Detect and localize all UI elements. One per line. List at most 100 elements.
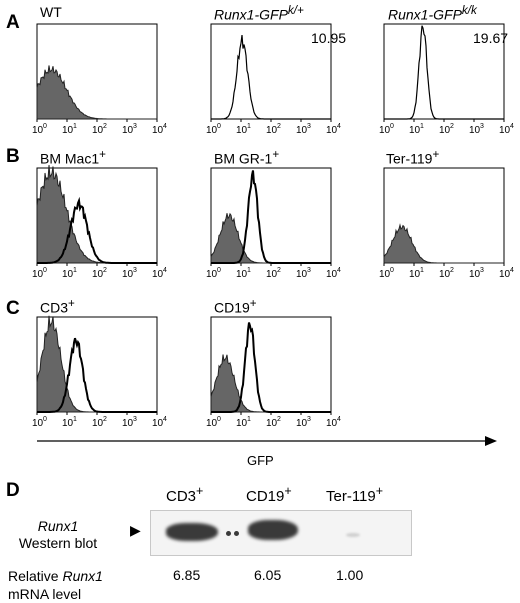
x-tick-exponent: 4 bbox=[510, 123, 514, 130]
western-blot-image bbox=[150, 510, 412, 556]
band-ter119 bbox=[346, 533, 360, 537]
x-tick-exponent: 0 bbox=[43, 267, 47, 274]
x-tick-exponent: 3 bbox=[480, 267, 484, 274]
x-tick-exponent: 3 bbox=[307, 416, 311, 423]
x-tick-label: 10 bbox=[32, 125, 44, 136]
x-tick-exponent: 2 bbox=[103, 123, 107, 130]
x-tick-exponent: 2 bbox=[277, 416, 281, 423]
x-tick-label: 10 bbox=[469, 125, 481, 136]
x-tick-exponent: 0 bbox=[217, 123, 221, 130]
histogram-frame bbox=[383, 23, 505, 120]
x-tick-exponent: 0 bbox=[390, 267, 394, 274]
panel-label-a: A bbox=[6, 12, 20, 33]
x-tick-exponent: 3 bbox=[133, 267, 137, 274]
x-tick-exponent: 3 bbox=[307, 267, 311, 274]
title-wt: WT bbox=[40, 4, 62, 20]
x-tick-exponent: 2 bbox=[450, 123, 454, 130]
value-ki-het: 10.95 bbox=[311, 30, 347, 46]
x-tick-label: 10 bbox=[266, 125, 278, 136]
filled-histogram-curve bbox=[36, 165, 157, 264]
mrna-value-ter119: 1.00 bbox=[336, 567, 364, 583]
x-tick-label: 10 bbox=[236, 269, 248, 280]
x-tick-exponent: 1 bbox=[73, 123, 77, 130]
x-tick-label: 10 bbox=[206, 125, 218, 136]
x-tick-label: 10 bbox=[409, 125, 421, 136]
x-tick-label: 10 bbox=[379, 269, 391, 280]
open-histogram-curve bbox=[384, 25, 504, 120]
x-tick-label: 10 bbox=[326, 269, 338, 280]
filled-histogram-curve bbox=[383, 223, 504, 264]
x-tick-label: 10 bbox=[152, 269, 164, 280]
x-tick-exponent: 0 bbox=[217, 416, 221, 423]
x-tick-label: 10 bbox=[439, 269, 451, 280]
open-histogram-curve bbox=[211, 35, 331, 120]
x-tick-exponent: 1 bbox=[247, 416, 251, 423]
x-tick-label: 10 bbox=[326, 125, 338, 136]
x-tick-label: 10 bbox=[122, 125, 134, 136]
histogram-wt: 10 0 10 1 10 2 10 3 10 4 bbox=[32, 23, 167, 136]
title-mac1: BM Mac1+ bbox=[40, 148, 106, 167]
title-ter119: Ter-119+ bbox=[386, 148, 440, 167]
panel-label-c: C bbox=[6, 298, 20, 319]
panel-label-b: B bbox=[6, 146, 20, 167]
x-tick-exponent: 2 bbox=[103, 416, 107, 423]
x-tick-exponent: 2 bbox=[103, 267, 107, 274]
open-histogram-curve bbox=[37, 196, 157, 264]
x-tick-label: 10 bbox=[92, 269, 104, 280]
lane-label-cd3: CD3+ bbox=[166, 484, 204, 505]
x-tick-label: 10 bbox=[469, 269, 481, 280]
histogram-gr1: 10 0 10 1 10 2 10 3 10 4 bbox=[206, 167, 341, 280]
histogram-cd3: 10 0 10 1 10 2 10 3 10 4 bbox=[32, 315, 167, 429]
x-tick-label: 10 bbox=[62, 125, 74, 136]
title-cd19: CD19+ bbox=[214, 297, 257, 316]
lane-label-ter119: Ter-119+ bbox=[326, 484, 384, 505]
mrna-value-cd19: 6.05 bbox=[254, 567, 282, 583]
title-ki-het: Runx1-GFPk/+ bbox=[214, 4, 304, 23]
x-tick-exponent: 0 bbox=[390, 123, 394, 130]
x-tick-label: 10 bbox=[439, 125, 451, 136]
title-cd3: CD3+ bbox=[40, 297, 75, 316]
x-tick-label: 10 bbox=[499, 269, 511, 280]
x-tick-exponent: 1 bbox=[247, 123, 251, 130]
x-tick-exponent: 2 bbox=[277, 123, 281, 130]
blot-dot bbox=[226, 531, 231, 536]
x-tick-exponent: 3 bbox=[133, 416, 137, 423]
x-tick-exponent: 0 bbox=[43, 123, 47, 130]
x-tick-exponent: 4 bbox=[163, 123, 167, 130]
band-arrowhead-icon: ▶ bbox=[130, 522, 141, 538]
x-tick-label: 10 bbox=[266, 418, 278, 429]
histogram-frame bbox=[210, 23, 332, 120]
x-tick-label: 10 bbox=[296, 125, 308, 136]
x-tick-exponent: 3 bbox=[480, 123, 484, 130]
blot-dot bbox=[234, 531, 239, 536]
x-tick-label: 10 bbox=[379, 125, 391, 136]
x-tick-exponent: 2 bbox=[277, 267, 281, 274]
panel-label-d: D bbox=[6, 480, 20, 501]
x-tick-label: 10 bbox=[409, 269, 421, 280]
x-tick-label: 10 bbox=[92, 125, 104, 136]
x-tick-exponent: 4 bbox=[337, 267, 341, 274]
x-tick-label: 10 bbox=[122, 269, 134, 280]
x-tick-exponent: 0 bbox=[43, 416, 47, 423]
x-tick-label: 10 bbox=[152, 418, 164, 429]
x-tick-exponent: 4 bbox=[337, 416, 341, 423]
band-cd19 bbox=[248, 520, 298, 540]
x-tick-exponent: 1 bbox=[73, 416, 77, 423]
histogram-ki-het: 10 0 10 1 10 2 10 3 10 4 bbox=[206, 23, 341, 136]
x-tick-exponent: 3 bbox=[307, 123, 311, 130]
x-tick-exponent: 4 bbox=[163, 267, 167, 274]
x-tick-label: 10 bbox=[296, 269, 308, 280]
x-tick-exponent: 0 bbox=[217, 267, 221, 274]
x-tick-label: 10 bbox=[499, 125, 511, 136]
x-tick-label: 10 bbox=[266, 269, 278, 280]
x-tick-exponent: 1 bbox=[73, 267, 77, 274]
filled-histogram-curve bbox=[210, 212, 331, 264]
histogram-cd19: 10 0 10 1 10 2 10 3 10 4 bbox=[206, 316, 341, 429]
open-histogram-curve bbox=[37, 337, 157, 413]
x-tick-label: 10 bbox=[206, 418, 218, 429]
x-tick-exponent: 1 bbox=[420, 123, 424, 130]
x-tick-exponent: 1 bbox=[420, 267, 424, 274]
lane-label-cd19: CD19+ bbox=[246, 484, 292, 505]
title-gr1: BM GR-1+ bbox=[214, 148, 280, 167]
